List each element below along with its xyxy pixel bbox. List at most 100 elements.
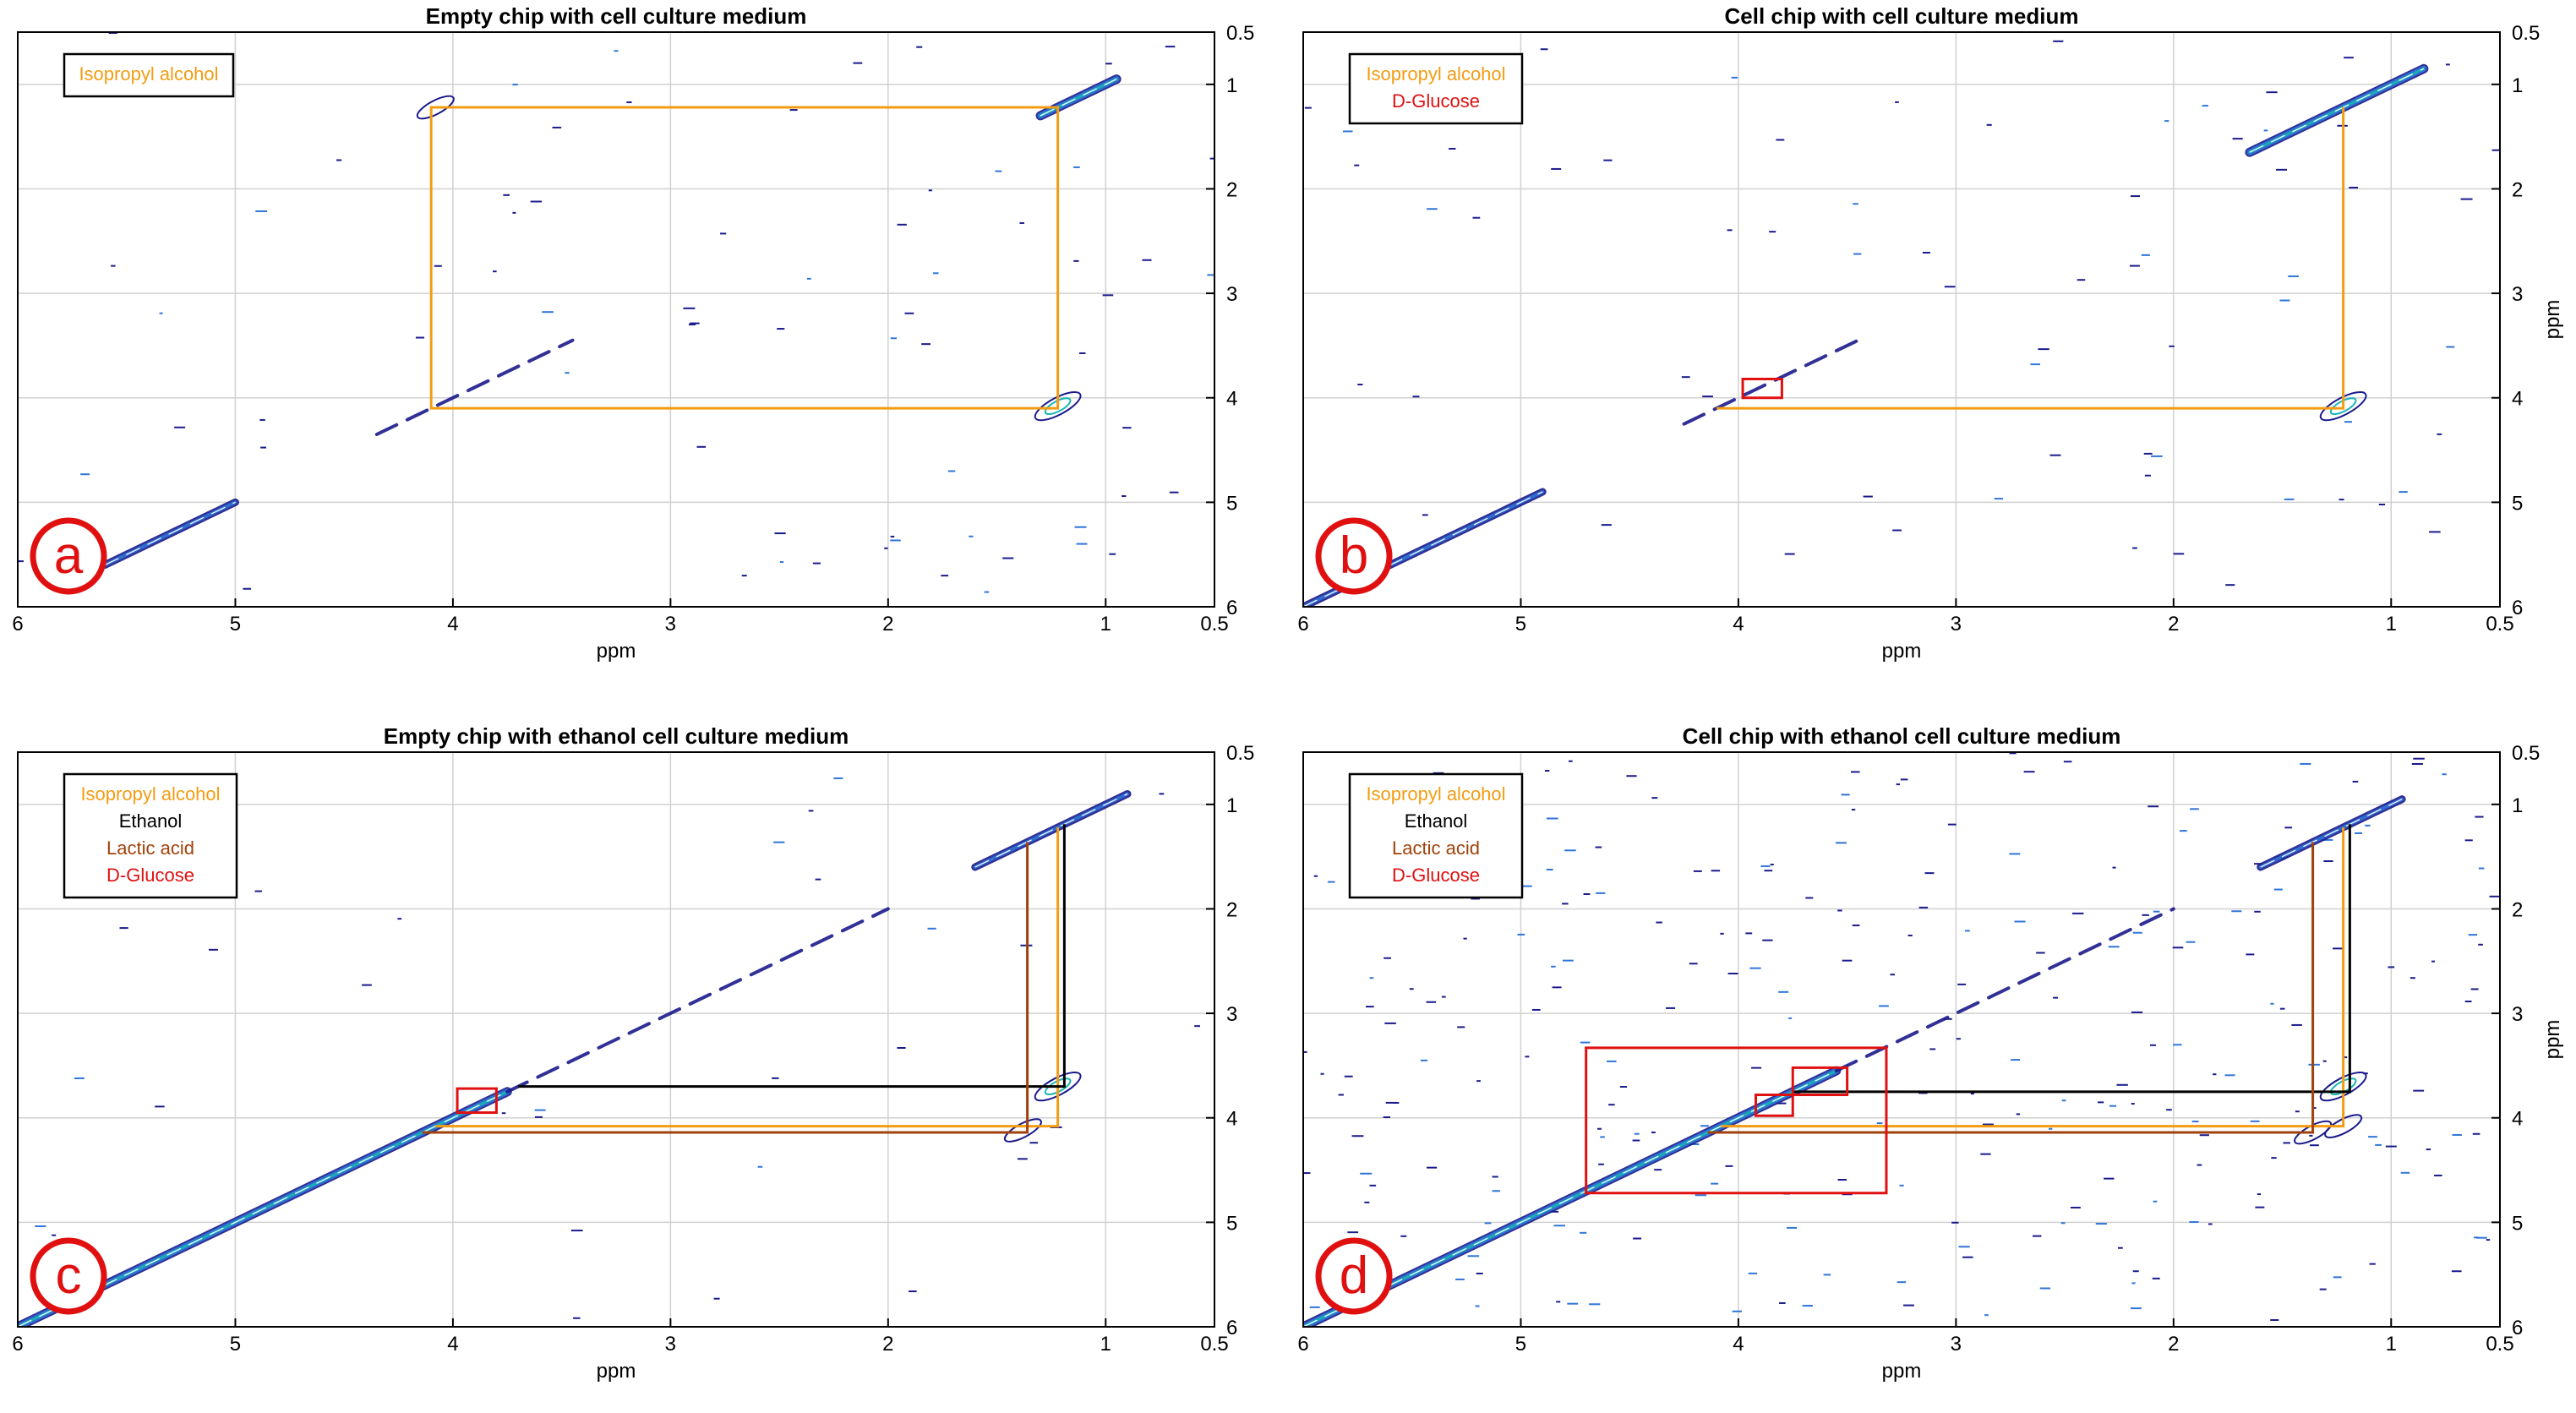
legend-entry: D-Glucose: [1392, 90, 1480, 112]
x-tick-label: 2: [882, 613, 893, 636]
legend-box: [1348, 772, 1524, 899]
legend: Isopropyl alcohol D-Glucose: [1348, 52, 1524, 125]
legend-entry: Ethanol: [1405, 810, 1468, 832]
correlation-box: [429, 106, 1060, 410]
correlation-line: [422, 842, 1029, 1134]
y-tick-label: 0.5: [1226, 742, 1254, 765]
chart-panel-c: 6 5 4 3 2 1 0.5 0.5 1 2 3 4 5 6 Empty chip with ethano…: [12, 723, 1254, 1383]
y-tick-label: 3: [1226, 1003, 1237, 1026]
x-tick-label: 3: [665, 613, 676, 636]
x-tick-label: 2: [882, 1333, 893, 1356]
y-tick-label: 5: [2512, 1212, 2523, 1235]
x-tick-label: 0.5: [2486, 1333, 2513, 1356]
x-tick-label: 0.5: [2486, 613, 2513, 636]
y-tick-label: 2: [2512, 178, 2523, 201]
correlation-line: [435, 827, 1060, 1128]
panel-letter-circle: [30, 1237, 107, 1315]
axes-frame: [1302, 751, 2501, 1328]
panel-letter: d: [1340, 1247, 1368, 1305]
y-tick-label: 0.5: [2512, 742, 2540, 765]
y-tick-label: 4: [1226, 388, 1237, 411]
panel-letter: c: [56, 1247, 82, 1305]
x-tick-label: 1: [2386, 1333, 2397, 1356]
axes-frame: [17, 31, 1215, 608]
cross-peak: [1034, 1072, 1082, 1102]
x-tick-label: 1: [2386, 613, 2397, 636]
panel-letter-circle: [30, 517, 107, 595]
diagonal-peak: [1682, 338, 1860, 426]
chart-title: Empty chip with ethanol cell culture med…: [384, 723, 849, 749]
chart-panel-a: 6 5 4 3 2 1 0.5 0.5 1 2 3 4 5 6 Empty chip with cell c…: [12, 3, 1254, 663]
diagonal-peak-inner: [104, 501, 236, 566]
highlight-box: [1791, 1066, 1849, 1097]
y-tick-label: 2: [2512, 898, 2523, 921]
x-tick-label: 0.5: [1200, 1333, 1228, 1356]
y-tick-label: 6: [2512, 1317, 2523, 1339]
x-tick-label: 6: [1297, 1333, 1308, 1356]
y-tick-label: 5: [2512, 492, 2523, 515]
y-tick-label: 6: [2512, 597, 2523, 619]
x-tick-label: 5: [1515, 613, 1526, 636]
x-tick-label: 0.5: [1200, 613, 1228, 636]
y-tick-label: 1: [2512, 74, 2523, 97]
y-axis-label: ppm: [2541, 1020, 2564, 1060]
y-tick-label: 1: [1226, 794, 1237, 817]
panel-letter-circle: [1315, 1237, 1393, 1315]
x-tick-label: 4: [447, 1333, 458, 1356]
cross-peak: [416, 95, 455, 120]
contour-layer: [18, 777, 1200, 1327]
legend-entry: Isopropyl alcohol: [1366, 63, 1505, 85]
y-tick-label: 6: [1226, 1317, 1237, 1339]
x-tick-label: 6: [12, 613, 23, 636]
contour-layer: [1303, 752, 2500, 1327]
highlight-box: [456, 1087, 498, 1115]
diagonal-peak-inner: [2260, 799, 2403, 868]
cross-peak: [1034, 390, 1082, 422]
x-tick-label: 5: [230, 1333, 241, 1356]
diagonal-peak-inner: [1040, 79, 1117, 117]
y-tick-label: 0.5: [1226, 22, 1254, 45]
legend: Isopropyl alcohol: [63, 52, 235, 98]
axes-frame: [17, 751, 1215, 1328]
y-tick-label: 3: [1226, 283, 1237, 306]
cross-peak: [2319, 1072, 2367, 1102]
chart-title: Cell chip with ethanol cell culture medi…: [1683, 723, 2121, 749]
legend-entry: Lactic acid: [106, 837, 194, 859]
legend-entry: Isopropyl alcohol: [79, 63, 218, 85]
axes-frame: [1302, 31, 2501, 608]
diagonal-peak: [505, 907, 890, 1094]
diagonal-peak-inner: [18, 1091, 508, 1327]
x-tick-label: 1: [1100, 613, 1111, 636]
x-tick-label: 5: [230, 613, 241, 636]
legend-entry: D-Glucose: [1392, 865, 1480, 886]
panel-letter-circle: [1315, 517, 1393, 595]
x-tick-label: 4: [447, 613, 458, 636]
legend-entry: Lactic acid: [1392, 837, 1480, 859]
y-tick-label: 5: [1226, 1212, 1237, 1235]
chart-panel-d: 6 5 4 3 2 1 0.5 0.5 1 2 3 4 5 6 Cell chip with ethanol…: [1297, 723, 2564, 1383]
legend: Isopropyl alcohol Ethanol Lactic acid D-Glu…: [63, 772, 238, 899]
x-tick-label: 3: [1951, 613, 1962, 636]
x-tick-label: 6: [12, 1333, 23, 1356]
cross-peak-core: [1044, 1077, 1072, 1096]
contour-layer: [18, 32, 1214, 593]
x-axis-label: ppm: [597, 640, 636, 663]
x-tick-label: 3: [1951, 1333, 1962, 1356]
chart-panel-b: 6 5 4 3 2 1 0.5 0.5 1 2 3 4 5 6 Cell chip with cell cu…: [1297, 3, 2564, 663]
correlation-line: [1707, 842, 2315, 1134]
correlation-line: [1721, 827, 2345, 1128]
x-axis-label: ppm: [1882, 640, 1922, 663]
panel-letter: b: [1340, 526, 1368, 585]
x-tick-label: 4: [1733, 613, 1744, 636]
y-tick-label: 5: [1226, 492, 1237, 515]
y-tick-label: 4: [2512, 388, 2523, 411]
diagonal-peak-inner: [974, 793, 1128, 868]
y-tick-label: 4: [1226, 1108, 1237, 1131]
y-tick-label: 1: [2512, 794, 2523, 817]
x-tick-label: 5: [1515, 1333, 1526, 1356]
x-tick-label: 3: [665, 1333, 676, 1356]
diagonal-peak-inner: [1303, 491, 1543, 607]
legend-entry: D-Glucose: [106, 865, 194, 886]
highlight-box: [1755, 1094, 1794, 1117]
